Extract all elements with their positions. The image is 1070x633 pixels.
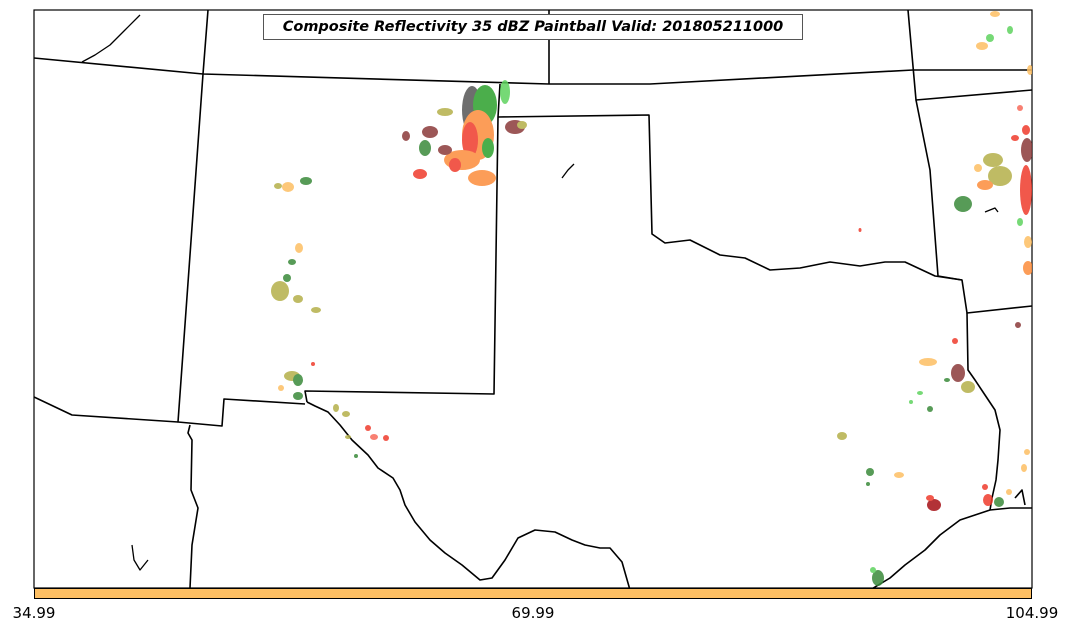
echo-cell	[311, 307, 321, 313]
echo-cell	[858, 228, 862, 232]
echo-cell	[345, 435, 351, 439]
border-new-mexico-east	[304, 83, 501, 403]
echo-cell	[872, 570, 884, 586]
echo-cell	[919, 358, 937, 366]
lake-oklahoma	[561, 163, 575, 179]
radar-echoes	[271, 11, 1032, 586]
echo-cell	[926, 495, 934, 501]
echo-cell	[1015, 322, 1021, 328]
echo-cell	[370, 434, 378, 440]
echo-cell	[1024, 236, 1032, 248]
echo-cell	[1020, 165, 1032, 215]
echo-cell	[990, 11, 1000, 17]
echo-cell	[354, 454, 358, 458]
echo-cell	[917, 391, 923, 395]
echo-cell	[1021, 138, 1032, 162]
echo-cell	[283, 274, 291, 282]
echo-cell	[952, 338, 958, 344]
echo-cell	[271, 281, 289, 301]
echo-cell	[1021, 464, 1027, 472]
echo-cell	[1023, 261, 1032, 275]
border-nevada-utah	[34, 57, 1032, 85]
echo-cell	[282, 182, 294, 192]
echo-cell	[288, 259, 296, 265]
echo-cell	[927, 499, 941, 511]
map-title: Composite Reflectivity 35 dBZ Paintball …	[263, 14, 803, 40]
echo-cell	[311, 362, 315, 366]
echo-cell	[1017, 105, 1023, 111]
lake-arkansas	[984, 207, 999, 213]
echo-cell	[413, 169, 427, 179]
echo-cell	[1024, 449, 1030, 455]
echo-cell	[954, 196, 972, 212]
border-new-mexico-west	[177, 73, 306, 427]
border-texas-south	[306, 401, 631, 588]
border-arizona-california	[187, 424, 199, 588]
echo-cell	[449, 158, 461, 172]
echo-cell	[951, 364, 965, 382]
echo-cell	[988, 166, 1012, 186]
echo-cell	[1006, 489, 1012, 495]
coast-louisiana-bay	[1014, 489, 1026, 506]
echo-cell	[974, 164, 982, 172]
echo-cell	[293, 295, 303, 303]
echo-cell	[866, 468, 874, 476]
echo-cell	[982, 484, 988, 490]
echo-cell	[986, 34, 994, 42]
echo-cell	[293, 392, 303, 400]
echo-cell	[894, 472, 904, 478]
echo-cell	[295, 243, 303, 253]
echo-cell	[438, 145, 452, 155]
echo-cell	[909, 400, 913, 404]
echo-cell	[837, 432, 847, 440]
echo-cell	[419, 140, 431, 156]
echo-cell	[274, 183, 282, 189]
echo-cell	[1011, 135, 1019, 141]
border-arizona-mexico	[34, 396, 179, 423]
echo-cell	[517, 121, 527, 129]
echo-cell	[927, 406, 933, 412]
colorbar	[34, 588, 1032, 599]
echo-cell	[462, 122, 478, 158]
echo-cell	[437, 108, 453, 116]
colorbar-tick-mid: 69.99	[511, 604, 555, 622]
colorbar-tick-min: 34.99	[12, 604, 56, 622]
echo-cell	[994, 497, 1004, 507]
coast-gulf	[871, 509, 991, 588]
border-colorado-wyoming	[202, 10, 209, 75]
echo-cell	[500, 80, 510, 104]
border-oklahoma	[497, 114, 963, 281]
echo-cell	[300, 177, 312, 185]
colorbar-tick-max: 104.99	[1005, 604, 1059, 622]
echo-cell	[983, 494, 993, 506]
coast-louisiana	[989, 507, 1032, 511]
echo-cell	[944, 378, 950, 382]
map-frame	[33, 9, 1033, 589]
echo-cell	[365, 425, 371, 431]
echo-cell	[383, 435, 389, 441]
echo-cell	[1007, 26, 1013, 34]
echo-cell	[1027, 65, 1032, 75]
echo-cell	[342, 411, 350, 417]
echo-cell	[293, 374, 303, 386]
echo-cell	[402, 131, 410, 141]
echo-cell	[1022, 125, 1030, 135]
lake-salton	[131, 544, 149, 571]
echo-cell	[278, 385, 284, 391]
lake-great-salt	[81, 14, 141, 63]
echo-cell	[870, 567, 876, 573]
echo-cell	[983, 153, 1003, 167]
echo-cell	[976, 42, 988, 50]
echo-cell	[468, 170, 496, 186]
border-arkansas	[915, 99, 1032, 314]
echo-cell	[422, 126, 438, 138]
echo-cell	[977, 180, 993, 190]
border-texas-east	[966, 312, 1001, 511]
echo-cell	[482, 138, 494, 158]
echo-cell	[961, 381, 975, 393]
echo-cell	[1017, 218, 1023, 226]
echo-cell	[866, 482, 870, 486]
echo-cell	[333, 404, 339, 412]
